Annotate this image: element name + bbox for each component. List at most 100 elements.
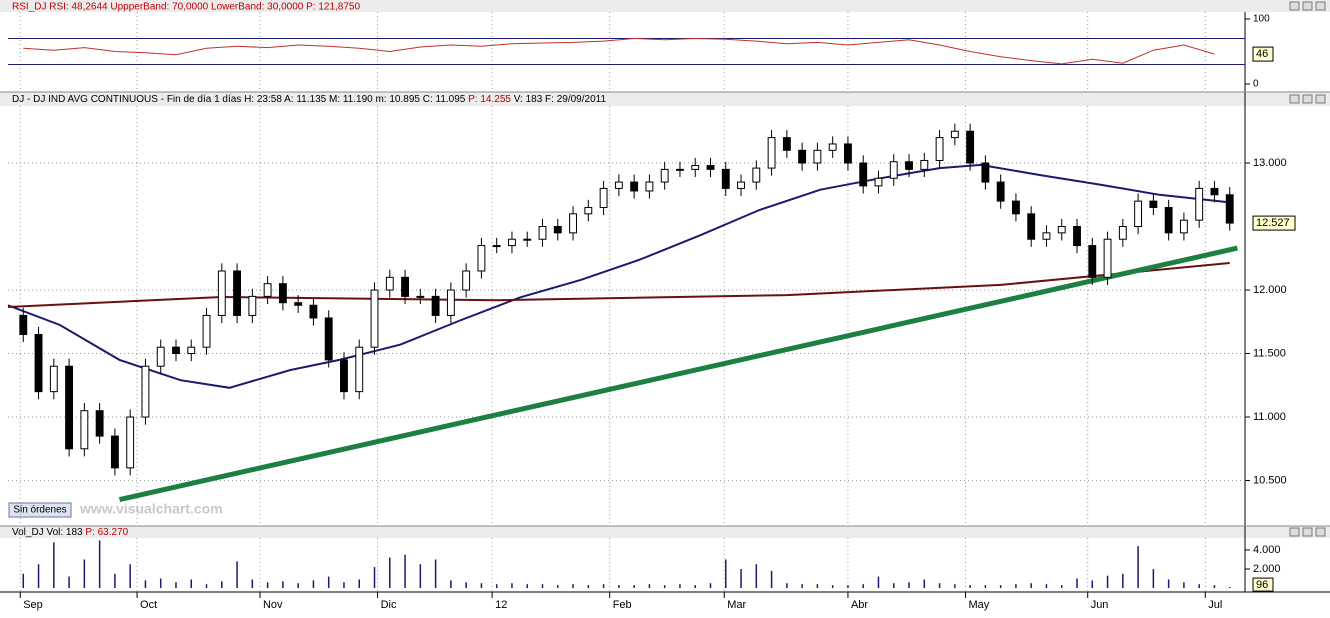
candle-body [630,181,639,192]
candle-body [782,137,791,151]
candle-body [813,149,822,164]
candle-body [1118,226,1127,240]
price-header-bar [0,92,1330,106]
candle-body [248,295,257,316]
x-tick-label: Mar [727,599,746,611]
candle-body [477,245,486,272]
header-p: P: 14.255 [468,94,511,105]
candle-body [798,149,807,164]
x-tick-label: 12 [495,599,507,611]
candle-body [370,289,379,348]
candle-body [324,317,333,361]
candle-body [492,245,501,248]
candle-body [187,346,196,355]
maximize-button[interactable] [1302,94,1313,104]
candle-body [462,270,471,291]
candle-body [110,435,119,469]
candle-body [706,165,715,170]
candle-body [401,276,409,297]
candle-body [294,302,303,306]
orders-button-label[interactable]: Sin órdenes [13,505,66,516]
x-tick-label: Jul [1208,599,1222,611]
rsi-line [23,37,1215,65]
minimize-button[interactable] [1289,527,1300,537]
candle-body [1149,200,1158,208]
candle-body [431,295,440,316]
close-button[interactable] [1315,1,1326,11]
header-text: DJ - DJ IND AVG CONTINUOUS - Fin de día … [12,94,468,105]
candle-body [80,410,89,450]
x-tick-label: Sep [23,599,43,611]
candle-body [889,161,898,179]
candle-body [278,283,287,304]
rsi-last-box [1252,46,1274,62]
last-price-label: 12.527 [1256,217,1290,229]
candle-body [996,181,1005,202]
candle-body [752,167,761,183]
orders-button[interactable] [8,502,72,518]
x-tick-label: Oct [140,599,157,611]
volume-last-box [1252,577,1274,592]
candle-body [1073,226,1081,247]
y-tick-label: 10.500 [1253,474,1287,486]
minimize-button[interactable] [1289,94,1300,104]
candle-body [217,270,226,316]
y-tick-label: 13.000 [1253,157,1287,169]
overlay-line [7,262,1230,308]
candle-body [569,213,577,234]
candle-body [905,161,913,170]
x-tick-label: Jun [1091,599,1109,611]
close-button[interactable] [1315,527,1326,537]
y-tick-label: 0 [1253,79,1259,90]
header-p: P: 63.270 [85,527,128,538]
window-buttons[interactable] [1289,1,1326,537]
candle-body [599,187,608,208]
x-tick-label: May [969,599,990,611]
x-tick-label: Feb [613,599,632,611]
candle-body [1057,226,1066,234]
y-tick-label: 11.000 [1253,411,1286,423]
candle-body [1164,206,1173,234]
price-header: DJ - DJ IND AVG CONTINUOUS - Fin de día … [12,94,606,105]
candle-body [340,359,348,393]
candle-body [737,181,745,189]
candle-body [1195,187,1204,221]
y-tick-label: 100 [1253,14,1270,25]
y-tick-label: 2.000 [1253,563,1281,575]
candle-body [1225,194,1234,224]
candle-body [263,283,272,297]
candle-body [156,346,165,367]
overlay-line [118,245,1238,503]
rsi-last-label: 46 [1256,48,1268,60]
candle-body [385,276,394,291]
candle-body [920,159,929,170]
candle-body [859,162,868,187]
candle-body [126,416,135,469]
maximize-button[interactable] [1302,527,1313,537]
candle-body [844,143,852,164]
candle-body [1210,187,1219,196]
candle-body [935,137,944,161]
candle-body [49,365,58,393]
close-button[interactable] [1315,94,1326,104]
y-tick-label: 12.000 [1253,284,1287,296]
candle-body [233,270,242,316]
candle-body [1103,238,1112,278]
candle-body [34,333,43,393]
candle-body [676,168,684,171]
last-price-box [1252,215,1296,231]
candle-body [538,226,547,240]
candle-body [19,314,28,335]
candle-body [614,181,623,189]
candle-body [65,365,74,450]
x-tick-label: Dic [381,599,397,611]
candle-body [553,226,562,234]
candle-body [172,346,180,355]
maximize-button[interactable] [1302,1,1313,11]
candle-body [767,137,776,169]
candle-body [523,238,532,241]
candle-body [691,165,700,170]
minimize-button[interactable] [1289,1,1300,11]
candle-body [645,181,654,192]
